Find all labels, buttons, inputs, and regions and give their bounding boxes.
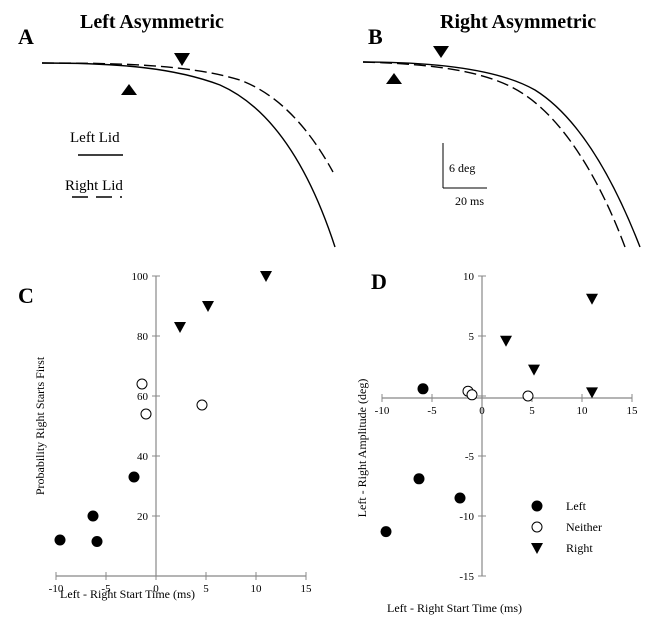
panel-d-chart: -10 -5 0 5 10 15 -15 -10 -5 0 5 10 Left - Right St… xyxy=(355,271,638,615)
scale-bar: 6 deg 20 ms xyxy=(442,143,487,208)
panel-d-letter: D xyxy=(371,269,387,294)
point-neither xyxy=(136,378,148,390)
panel-b-letter: B xyxy=(368,24,383,49)
point-right xyxy=(586,293,598,305)
panel-c-y-axis-label: Probability Right Starts First xyxy=(33,356,47,495)
x-tick-label: -10 xyxy=(49,583,64,595)
point-left xyxy=(128,471,140,483)
x-tick-label: -5 xyxy=(101,583,111,595)
point-right xyxy=(586,387,598,399)
scale-bar-horizontal-label: 20 ms xyxy=(455,194,484,208)
point-left xyxy=(380,526,392,538)
panel-a-left-onset-marker xyxy=(121,84,137,95)
panel-a-right-lid-trace xyxy=(41,62,334,173)
x-tick-label: 5 xyxy=(203,583,209,595)
panel-d-legend: Left Neither Right xyxy=(531,499,602,555)
panel-b-right-lid-trace xyxy=(362,61,626,248)
x-tick-label: 0 xyxy=(153,583,159,595)
panel-c-x-ticks: -10 -5 0 5 10 15 xyxy=(49,572,312,595)
scale-bar-vertical-label: 6 deg xyxy=(449,161,475,175)
point-neither xyxy=(522,390,534,402)
panel-b-traces xyxy=(362,61,641,248)
panel-c-y-ticks: 20 40 60 80 100 xyxy=(132,271,160,523)
point-left xyxy=(413,473,425,485)
panel-a-title: Left Asymmetric xyxy=(80,11,224,33)
panel-d-points xyxy=(380,293,598,538)
y-tick-label: 20 xyxy=(137,511,149,523)
y-tick-label: 5 xyxy=(469,331,475,343)
x-tick-label: 10 xyxy=(251,583,263,595)
point-right xyxy=(500,335,512,347)
trace-legend: Left Lid Right Lid xyxy=(65,130,123,198)
x-tick-label: 15 xyxy=(627,405,639,417)
legend-marker-left xyxy=(531,500,543,512)
panel-d-y-axis-label: Left - Right Amplitude (deg) xyxy=(355,379,369,518)
point-left xyxy=(454,492,466,504)
x-tick-label: 10 xyxy=(577,405,589,417)
panel-a-letter: A xyxy=(18,24,34,49)
point-right xyxy=(202,301,214,312)
panel-c-chart: -10 -5 0 5 10 15 20 40 60 80 100 Left - Right Sta… xyxy=(33,271,312,601)
panel-a-left-lid-trace xyxy=(41,62,336,248)
legend-marker-neither xyxy=(531,521,543,533)
point-left xyxy=(87,510,99,522)
x-tick-label: -10 xyxy=(375,405,390,417)
legend-left-lid-label: Left Lid xyxy=(70,130,120,146)
legend-label-left: Left xyxy=(566,499,587,513)
panel-b-left-lid-trace xyxy=(362,61,641,248)
y-tick-label: 100 xyxy=(132,271,149,283)
panel-c-x-axis-label: Left - Right Start Time (ms) xyxy=(60,587,195,601)
y-tick-label: 10 xyxy=(463,271,475,283)
point-neither xyxy=(196,399,208,411)
point-neither xyxy=(140,408,152,420)
panel-c-points xyxy=(54,271,272,547)
y-tick-label: -15 xyxy=(459,571,474,583)
legend-label-neither: Neither xyxy=(566,520,602,534)
panel-b-left-onset-marker xyxy=(433,46,449,58)
panel-b-title: Right Asymmetric xyxy=(440,11,596,33)
legend-label-right: Right xyxy=(566,541,593,555)
x-tick-label: -5 xyxy=(427,405,437,417)
legend-right-lid-label: Right Lid xyxy=(65,178,123,194)
point-neither xyxy=(466,389,478,401)
x-tick-label: 0 xyxy=(479,405,485,417)
y-tick-label: 80 xyxy=(137,331,149,343)
panel-c-letter: C xyxy=(18,283,34,308)
point-right xyxy=(260,271,272,282)
legend-marker-right xyxy=(531,543,543,554)
point-left xyxy=(54,534,66,546)
panel-b-right-onset-marker xyxy=(386,73,402,84)
x-tick-label: 15 xyxy=(301,583,313,595)
x-tick-label: 5 xyxy=(529,405,535,417)
panel-a-right-onset-marker xyxy=(174,53,190,66)
point-left xyxy=(417,383,429,395)
y-tick-label: -5 xyxy=(465,451,475,463)
panel-a-traces xyxy=(41,62,336,248)
y-tick-label: 60 xyxy=(137,391,149,403)
point-right xyxy=(528,364,540,376)
y-tick-label: -10 xyxy=(459,511,474,523)
panel-d-x-ticks: -10 -5 0 5 10 15 xyxy=(375,394,638,417)
y-tick-label: 40 xyxy=(137,451,149,463)
point-right xyxy=(174,322,186,333)
panel-d-x-axis-label: Left - Right Start Time (ms) xyxy=(387,601,522,615)
point-left xyxy=(91,536,103,547)
